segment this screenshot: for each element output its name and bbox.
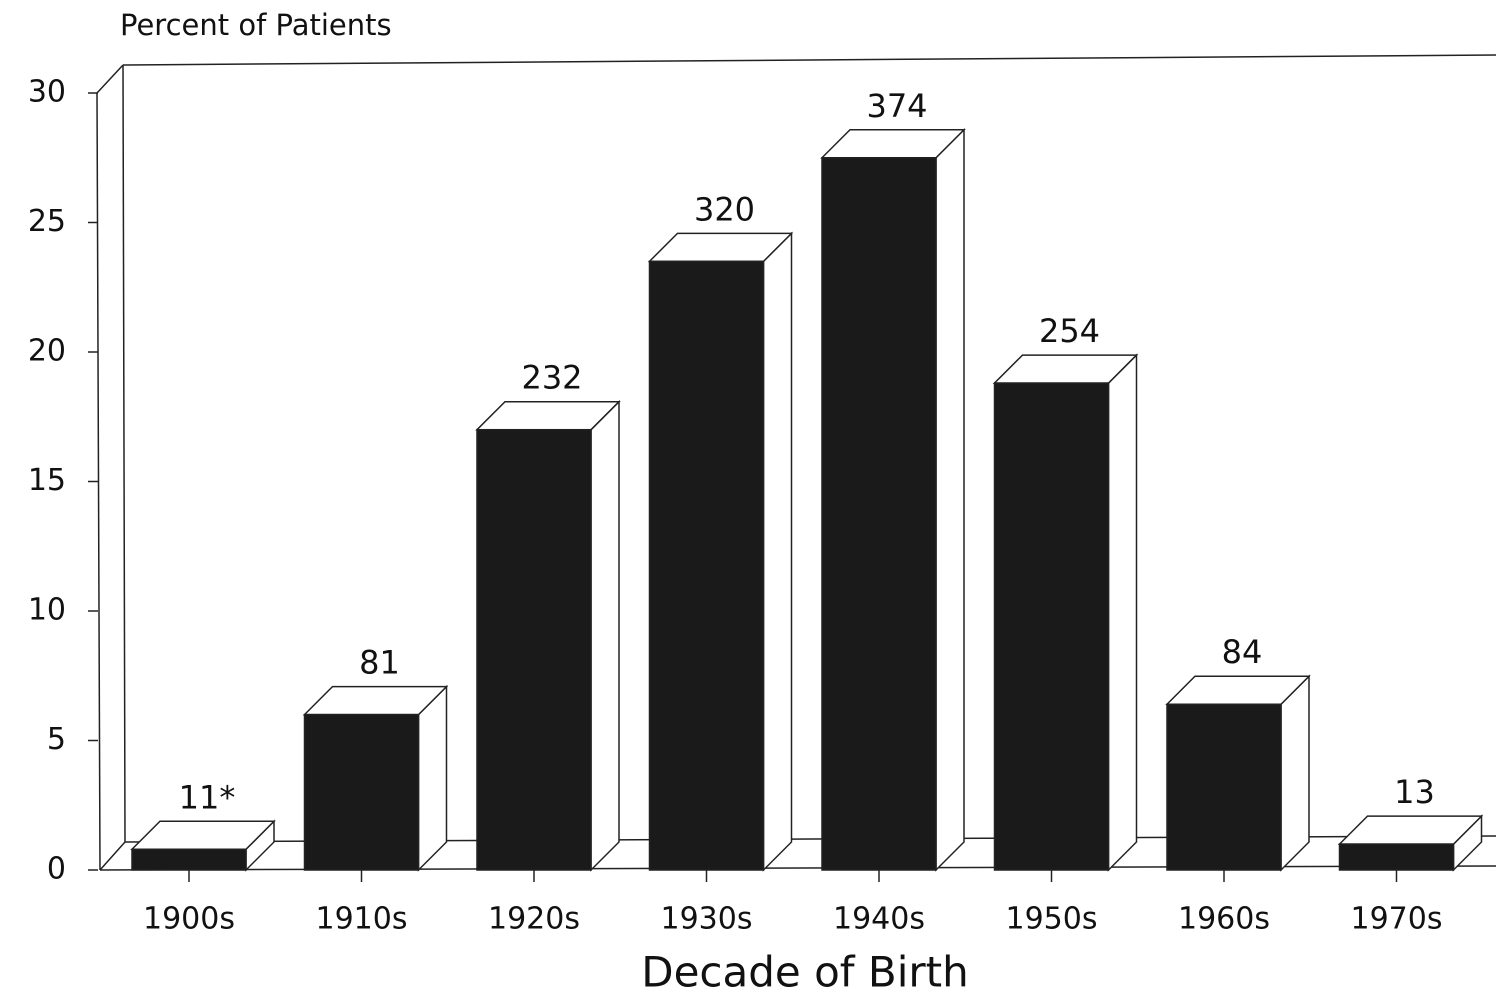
bar: [1338, 843, 1455, 871]
bar: [821, 157, 937, 871]
bar: [993, 382, 1110, 871]
bar-annotation: 81: [359, 644, 400, 682]
back-wall-left: [122, 64, 126, 843]
bar-annotation: 232: [521, 359, 582, 397]
bar-annotation: 374: [866, 87, 927, 125]
bar-side: [1280, 674, 1310, 872]
bar-annotation: 84: [1222, 633, 1263, 671]
x-tick-label: 1920s: [488, 902, 580, 937]
x-tick-label: 1970s: [1351, 902, 1443, 937]
bar-side: [1107, 353, 1138, 872]
axis-corner: [96, 64, 124, 94]
y-tick-label: 15: [28, 463, 66, 498]
bar-side: [762, 231, 793, 872]
y-tick-label: 10: [28, 593, 66, 628]
bar-side: [590, 399, 620, 872]
x-tick-label: 1930s: [661, 902, 753, 937]
bar: [1166, 703, 1282, 871]
x-tick-label: 1940s: [833, 902, 925, 937]
y-tick-label: 25: [28, 204, 66, 239]
y-tick-label: 30: [28, 75, 66, 110]
bar: [131, 848, 247, 871]
x-tick-label: 1950s: [1006, 902, 1098, 937]
y-tick-label: 0: [47, 852, 66, 887]
y-tick-label: 5: [47, 722, 66, 757]
bar-side: [417, 684, 448, 872]
x-tick-label: 1910s: [316, 902, 408, 937]
bar: [476, 428, 592, 871]
bar-annotation: 254: [1039, 312, 1100, 350]
bar-annotation: 11*: [179, 778, 236, 816]
floor-corner: [99, 841, 126, 871]
x-axis-label: Decade of Birth: [641, 948, 969, 997]
bar: [648, 260, 765, 871]
x-tick-label: 1960s: [1178, 902, 1270, 937]
bar-side: [935, 127, 965, 872]
x-tick-label: 1900s: [143, 902, 235, 937]
back-wall-top: [122, 54, 1496, 66]
y-axis-label: Percent of Patients: [120, 8, 392, 42]
bar-annotation: 320: [694, 190, 755, 228]
y-tick-label: 20: [28, 334, 66, 369]
bar: [303, 713, 420, 871]
bar-annotation: 13: [1394, 773, 1435, 811]
